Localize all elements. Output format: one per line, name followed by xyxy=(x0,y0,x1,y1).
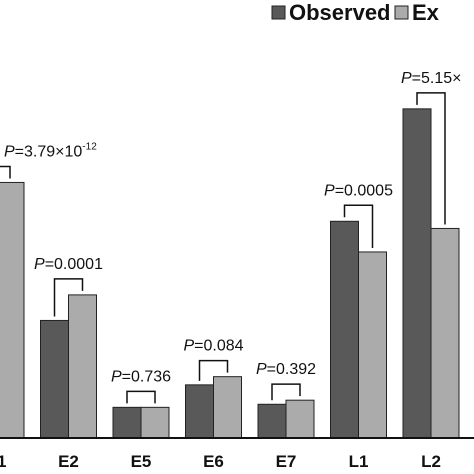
bar-ex-l2 xyxy=(430,227,460,439)
legend: Observed Ex xyxy=(271,0,440,25)
brackets-layer xyxy=(0,92,446,404)
p-value-e2: P=0.0001 xyxy=(34,256,103,273)
bar-ex-l1 xyxy=(358,251,387,439)
p-value-e7: P=0.392 xyxy=(256,361,316,378)
annotations-layer: P=3.79×10-12 P=0.0001 P=0.736 P=0.084 P=0.39… xyxy=(4,70,462,385)
x-tick-e1: E1 xyxy=(0,452,6,471)
bar-ex-e1 xyxy=(0,181,25,439)
bar-ex-e5 xyxy=(140,406,170,439)
bar-ex-e7 xyxy=(285,399,315,439)
legend-label-observed: Observed xyxy=(289,0,391,25)
p-value-e5: P=0.736 xyxy=(111,368,171,385)
x-tick-e7: E7 xyxy=(276,452,297,471)
x-tick-e5: E5 xyxy=(131,452,152,471)
bar-observed-l1 xyxy=(330,220,359,439)
p-value-e1: P=3.79×10-12 xyxy=(4,141,97,160)
bar-observed-e6 xyxy=(185,384,214,439)
bracket-e1 xyxy=(0,165,11,179)
legend-swatch-observed xyxy=(271,5,286,20)
bracket-e6 xyxy=(198,359,229,381)
p-value-e6: P=0.084 xyxy=(183,338,243,355)
bracket-l2 xyxy=(416,92,446,225)
p-value-l1: P=0.0005 xyxy=(324,182,393,199)
bracket-l1 xyxy=(343,204,374,248)
bar-observed-e2 xyxy=(40,319,69,439)
x-tick-e2: E2 xyxy=(58,452,79,471)
x-tick-l1: L1 xyxy=(349,452,369,471)
bracket-e5 xyxy=(126,390,156,404)
bar-observed-e7 xyxy=(257,403,287,439)
bracket-e2 xyxy=(53,278,84,317)
x-tick-e6: E6 xyxy=(203,452,224,471)
bracket-e7 xyxy=(271,383,301,401)
p-value-l2: P=5.15× xyxy=(401,70,462,87)
legend-swatch-ex xyxy=(394,5,409,20)
x-tick-l2: L2 xyxy=(421,452,441,471)
x-tick-labels: E1 E2 E5 E6 E7 L1 L2 xyxy=(0,452,441,471)
bar-ex-e6 xyxy=(213,376,242,439)
bar-ex-e2 xyxy=(68,294,97,439)
bar-observed-l2 xyxy=(402,108,432,439)
legend-label-ex: Ex xyxy=(412,0,440,25)
bar-observed-e5 xyxy=(112,406,142,439)
